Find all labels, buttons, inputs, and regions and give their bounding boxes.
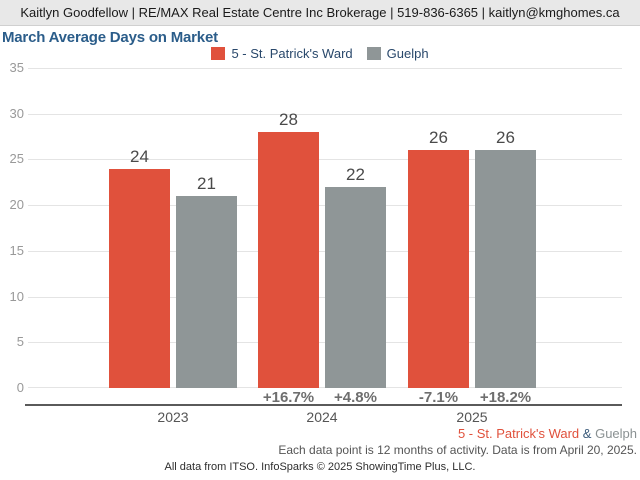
pct-change-label: -7.1%: [418, 389, 459, 406]
plot-area: 24 21 28 22 26 26: [28, 68, 622, 388]
series-note-separator: &: [579, 426, 596, 441]
bar-value-label: 26: [496, 128, 515, 148]
pct-change-label: +18.2%: [479, 389, 532, 406]
pct-change-label: +16.7%: [262, 389, 315, 406]
bar-st-patricks-ward-2025: [408, 150, 469, 388]
bar-value-label: 26: [429, 128, 448, 148]
series-note: 5 - St. Patrick's Ward & Guelph: [458, 426, 637, 441]
y-tick-label: 10: [9, 288, 24, 304]
data-period-note: Each data point is 12 months of activity…: [278, 443, 637, 457]
series-note-primary: 5 - St. Patrick's Ward: [457, 426, 580, 441]
bar-guelph-2025: [475, 150, 536, 388]
y-tick-label: 5: [16, 334, 24, 350]
y-tick-label: 25: [9, 151, 24, 167]
x-axis-line: [25, 404, 622, 406]
y-gridline: [28, 68, 622, 69]
attribution-note: All data from ITSO. InfoSparks © 2025 Sh…: [164, 461, 476, 473]
y-tick-label: 15: [9, 242, 24, 258]
agent-contact-banner: Kaitlyn Goodfellow | RE/MAX Real Estate …: [0, 0, 640, 26]
chart-legend: 5 - St. Patrick's Ward Guelph: [0, 44, 640, 62]
bar-st-patricks-ward-2023: [109, 168, 170, 388]
series-note-secondary: Guelph: [595, 426, 637, 441]
legend-swatch-gray: [366, 46, 381, 60]
bar-value-label: 28: [279, 110, 298, 129]
x-tick-label: 2024: [306, 409, 338, 425]
chart-title: March Average Days on Market: [2, 29, 218, 46]
bar-value-label: 24: [130, 146, 149, 166]
x-tick-label: 2023: [157, 409, 189, 425]
bar-value-label: 22: [346, 164, 365, 184]
x-tick-label: 2025: [456, 409, 488, 425]
legend-item-st-patricks-ward[interactable]: 5 - St. Patrick's Ward: [211, 45, 353, 61]
legend-swatch-red: [211, 46, 226, 60]
y-tick-label: 0: [16, 380, 24, 395]
bar-guelph-2024: [325, 186, 386, 388]
y-tick-label: 30: [9, 105, 24, 121]
legend-label: 5 - St. Patrick's Ward: [231, 45, 353, 61]
y-tick-label: 35: [9, 60, 24, 75]
legend-label: Guelph: [386, 45, 429, 61]
y-gridline: [28, 159, 622, 161]
legend-item-guelph[interactable]: Guelph: [366, 45, 429, 61]
y-axis: 0 5 10 15 20 25 30 35: [0, 0, 24, 480]
pct-change-label: +4.8%: [334, 389, 377, 406]
bar-st-patricks-ward-2024: [258, 132, 319, 388]
bar-value-label: 21: [197, 174, 216, 193]
bar-guelph-2023: [176, 196, 237, 388]
y-tick-label: 20: [9, 197, 24, 213]
y-gridline: [28, 113, 622, 115]
